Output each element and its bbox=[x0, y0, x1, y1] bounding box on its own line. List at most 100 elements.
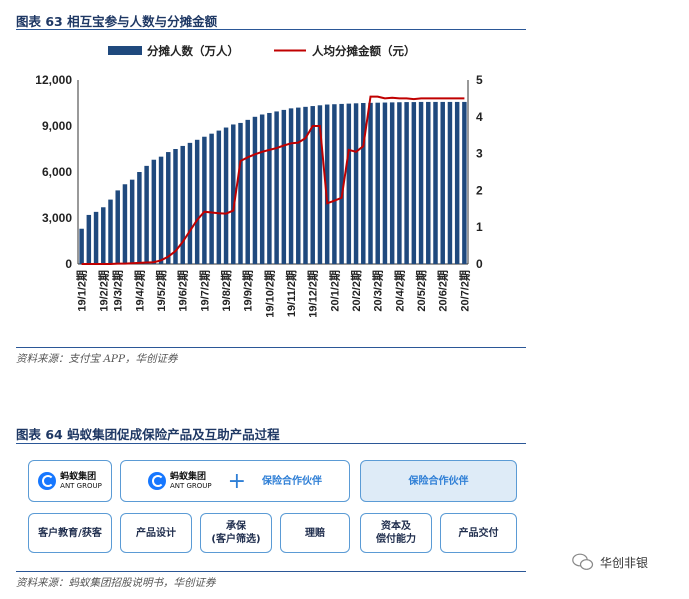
legend-bar-swatch bbox=[108, 46, 142, 55]
x-tick-label: 19/3/2期 bbox=[111, 270, 125, 312]
bar bbox=[310, 106, 315, 264]
wechat-icon bbox=[572, 553, 594, 570]
bar bbox=[303, 106, 308, 264]
bar bbox=[332, 104, 337, 264]
y-right-tick-label: 4 bbox=[476, 110, 483, 124]
x-tick-label: 19/7/2期 bbox=[197, 270, 211, 312]
bar bbox=[231, 124, 236, 264]
bar bbox=[144, 165, 149, 264]
figure-64-rule bbox=[16, 443, 526, 444]
x-tick-label: 19/1/2期 bbox=[75, 270, 89, 312]
bar bbox=[440, 101, 445, 264]
bar bbox=[339, 103, 344, 264]
bar bbox=[274, 111, 279, 264]
x-tick-label: 19/8/2期 bbox=[219, 270, 233, 312]
step-label: 理赔 bbox=[305, 527, 325, 539]
x-tick-label: 20/7/2期 bbox=[457, 270, 471, 312]
step-label: 承保 (客户筛选) bbox=[211, 521, 261, 545]
bar bbox=[281, 109, 287, 265]
legend-line-label: 人均分摊金额（元） bbox=[312, 44, 416, 58]
y-right-tick-label: 1 bbox=[476, 220, 483, 234]
bar bbox=[426, 101, 431, 264]
figure-64-bottom-rule bbox=[16, 571, 526, 572]
step-capital-solvency: 资本及 偿付能力 bbox=[360, 513, 432, 553]
bar bbox=[223, 127, 229, 265]
bar bbox=[288, 108, 294, 264]
step-product-delivery: 产品交付 bbox=[440, 513, 517, 553]
bar bbox=[447, 101, 453, 264]
bar bbox=[129, 179, 135, 264]
x-tick-label: 19/2/2期 bbox=[96, 270, 110, 312]
ant-group-logo-2: 蚂蚁集团 ANT GROUP bbox=[147, 471, 212, 491]
bar bbox=[115, 190, 120, 264]
partner-label: 保险合作伙伴 bbox=[262, 475, 323, 487]
logo-cn-text-2: 蚂蚁集团 bbox=[169, 471, 206, 482]
bar bbox=[418, 101, 424, 264]
logo-en-text-2: ANT GROUP bbox=[169, 481, 212, 490]
ant-group-logo-icon bbox=[38, 472, 57, 490]
insurance-partner-label: 保险合作伙伴 bbox=[408, 475, 469, 487]
ant-group-logo-box: 蚂蚁集团 ANT GROUP bbox=[28, 460, 112, 502]
x-tick-label: 19/9/2期 bbox=[241, 270, 255, 312]
step-label: 资本及 偿付能力 bbox=[376, 521, 416, 545]
step-label: 产品交付 bbox=[458, 527, 499, 539]
y-right-tick-label: 0 bbox=[476, 257, 483, 271]
bar bbox=[209, 133, 214, 264]
bar bbox=[137, 172, 142, 264]
bar bbox=[353, 103, 359, 264]
x-tick-label: 20/6/2期 bbox=[436, 270, 450, 312]
ant-group-logo-icon-2 bbox=[147, 472, 166, 490]
bar bbox=[389, 102, 395, 265]
bar bbox=[252, 116, 258, 264]
y-left-tick-label: 3,000 bbox=[42, 211, 72, 225]
bar bbox=[180, 145, 185, 264]
watermark-text: 华创非银 bbox=[600, 555, 649, 570]
ant-group-logo: 蚂蚁集团 ANT GROUP bbox=[38, 472, 102, 491]
y-right-tick-label: 3 bbox=[476, 147, 483, 161]
bar bbox=[296, 107, 301, 264]
bar bbox=[462, 101, 467, 264]
y-left-tick-label: 0 bbox=[65, 257, 72, 271]
y-right-tick-label: 2 bbox=[476, 183, 483, 197]
plus-icon: + bbox=[227, 468, 247, 494]
bar bbox=[173, 149, 178, 264]
bar bbox=[397, 102, 402, 264]
bar bbox=[93, 211, 99, 264]
bar bbox=[216, 130, 222, 264]
bar bbox=[238, 122, 243, 264]
watermark: 华创非银 bbox=[572, 553, 648, 571]
bar bbox=[166, 152, 171, 264]
bar bbox=[86, 214, 92, 264]
bar bbox=[411, 102, 417, 264]
bar bbox=[259, 114, 265, 264]
bar bbox=[433, 101, 438, 264]
x-tick-label: 19/5/2期 bbox=[154, 270, 168, 312]
step-product-design: 产品设计 bbox=[120, 513, 192, 553]
x-tick-label: 20/4/2期 bbox=[392, 270, 406, 312]
figure-64-source: 资料来源：蚂蚁集团招股说明书，华创证券 bbox=[16, 577, 216, 589]
bar bbox=[368, 102, 373, 264]
x-tick-label: 19/12/2期 bbox=[306, 270, 320, 318]
bar bbox=[187, 142, 193, 264]
x-tick-label: 19/4/2期 bbox=[132, 270, 146, 312]
bar bbox=[151, 159, 157, 264]
y-left-tick-label: 6,000 bbox=[42, 165, 72, 179]
ant-plus-partner-box: 蚂蚁集团 ANT GROUP + 保险合作伙伴 bbox=[120, 460, 350, 502]
bar bbox=[122, 184, 128, 264]
bar bbox=[202, 136, 207, 264]
bar bbox=[382, 102, 388, 264]
bar bbox=[194, 139, 200, 264]
y-left-tick-label: 9,000 bbox=[42, 119, 72, 133]
y-right-tick-label: 5 bbox=[476, 73, 483, 87]
figure-63-bottom-rule bbox=[16, 347, 526, 348]
figure-63-source: 资料来源：支付宝 APP，华创证券 bbox=[16, 353, 178, 365]
logo-cn-text: 蚂蚁集团 bbox=[60, 471, 97, 482]
logo-en-text: ANT GROUP bbox=[60, 481, 102, 490]
step-customer-education: 客户教育/获客 bbox=[28, 513, 112, 553]
figure-64-title: 图表 64 蚂蚁集团促成保险产品及互助产品过程 bbox=[16, 427, 280, 442]
y-left-tick-label: 12,000 bbox=[35, 73, 72, 87]
x-tick-label: 20/5/2期 bbox=[414, 270, 428, 312]
bar bbox=[454, 101, 460, 264]
legend-bar-label: 分摊人数（万人） bbox=[147, 44, 239, 58]
x-tick-label: 19/11/2期 bbox=[284, 270, 298, 317]
